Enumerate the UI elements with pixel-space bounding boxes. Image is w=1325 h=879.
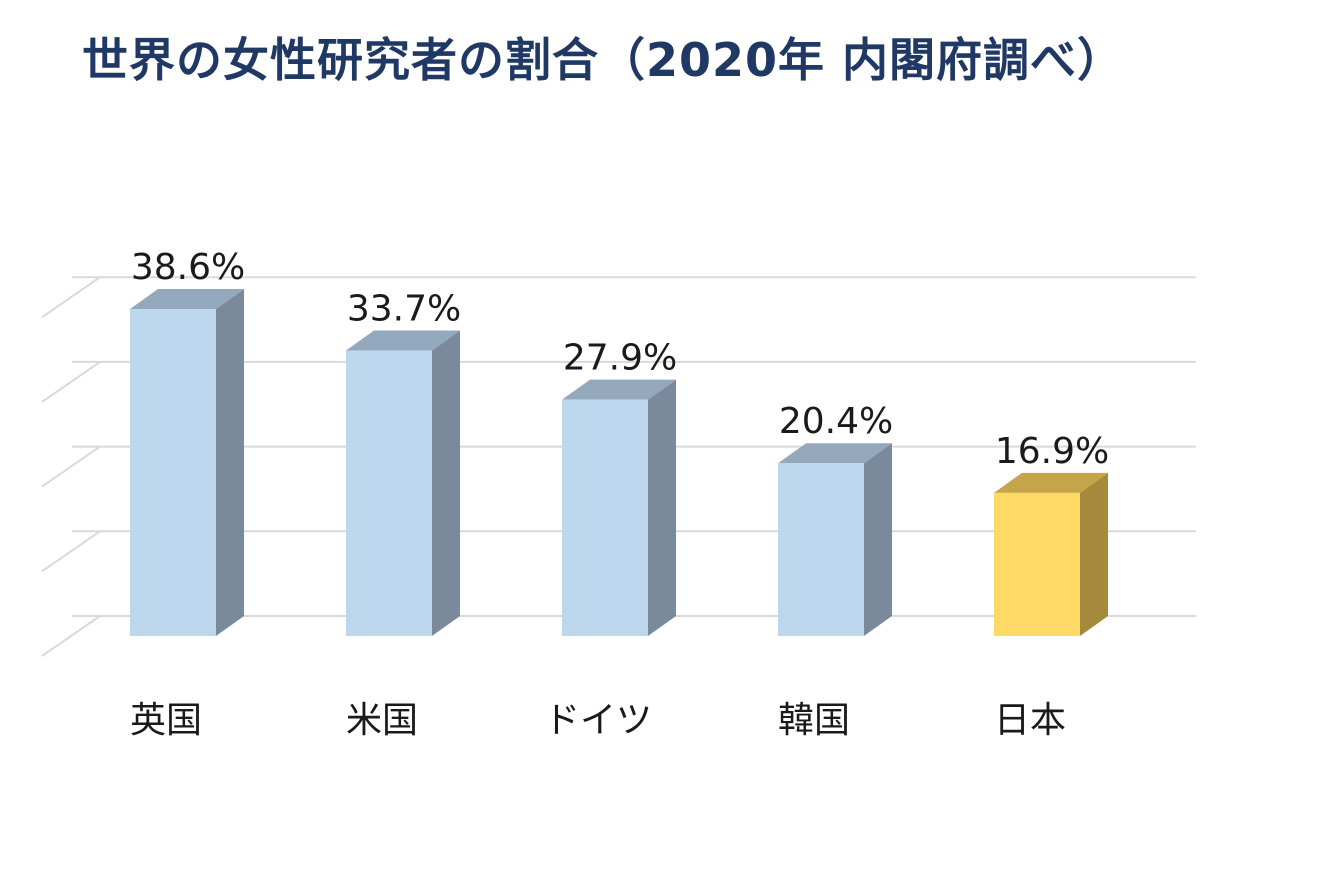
- data-label: 27.9%: [563, 338, 677, 379]
- bar-side: [432, 330, 460, 636]
- category-label: 日本: [994, 700, 1066, 741]
- gridline-side: [41, 276, 101, 319]
- bar-top: [346, 330, 460, 351]
- data-label: 20.4%: [779, 401, 893, 442]
- bar-layer: [130, 289, 1108, 636]
- bar: [562, 399, 648, 636]
- gridline-side: [41, 445, 101, 488]
- bar-side: [216, 289, 244, 636]
- category-label: 韓国: [778, 700, 850, 741]
- chart-title: 世界の女性研究者の割合（2020年 内閣府調べ）: [82, 33, 1125, 87]
- category-label: 英国: [130, 700, 202, 741]
- bar-top: [778, 443, 892, 464]
- bar: [778, 463, 864, 636]
- bar-top: [130, 289, 244, 310]
- label-layer: 38.6% 英国 33.7% 米国 27.9% ドイツ 20.4% 韓国 16.9% 日本: [130, 247, 1109, 741]
- gridline-side: [41, 615, 101, 657]
- category-label: ドイツ: [544, 700, 652, 741]
- bar-top: [994, 472, 1108, 493]
- bar-side: [864, 443, 892, 636]
- bar: [994, 492, 1080, 636]
- gridline-side: [41, 361, 101, 403]
- gridline-side: [41, 530, 101, 573]
- bar-top: [562, 379, 676, 400]
- bar-side: [648, 379, 676, 636]
- bar: [346, 350, 432, 636]
- data-label: 33.7%: [347, 289, 461, 330]
- data-label: 38.6%: [131, 247, 245, 288]
- category-label: 米国: [346, 700, 418, 741]
- bar-side: [1080, 472, 1108, 636]
- data-label: 16.9%: [995, 431, 1109, 472]
- bar: [130, 309, 216, 636]
